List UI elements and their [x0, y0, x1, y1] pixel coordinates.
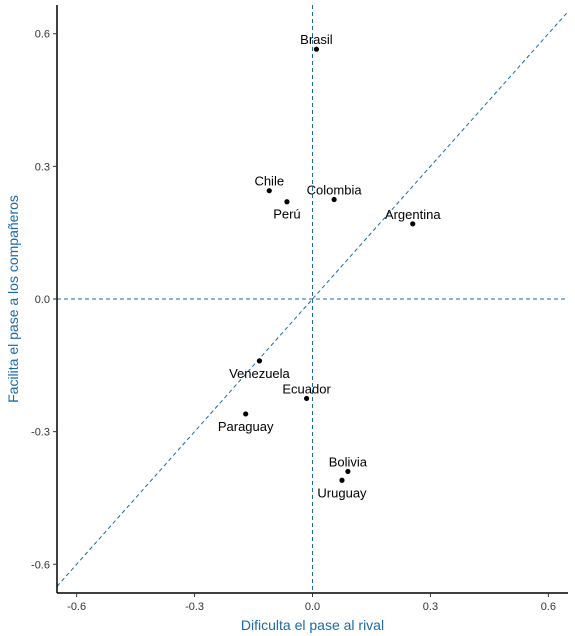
point-label-ecuador: Ecuador: [282, 381, 331, 396]
x-tick-label: 0.0: [305, 601, 320, 613]
point-label-uruguay: Uruguay: [317, 485, 367, 500]
point-label-colombia: Colombia: [307, 183, 363, 198]
y-tick-label: 0.0: [35, 294, 50, 306]
diagonal-reference-line: [56, 11, 569, 587]
data-points: [243, 46, 416, 483]
point-label-bolivia: Bolivia: [329, 454, 368, 469]
point-colombia: [331, 196, 337, 203]
y-tick-label: 0.3: [35, 161, 50, 173]
point-label-paraguay: Paraguay: [218, 419, 274, 434]
point-uruguay: [339, 477, 345, 483]
x-tick-label: 0.6: [541, 601, 556, 613]
point-bolivia: [345, 468, 351, 475]
point-venezuela: [256, 358, 263, 364]
x-tick-label: -0.3: [185, 601, 204, 613]
point-argentina: [410, 221, 416, 227]
y-tick-label: -0.6: [31, 559, 50, 571]
point-ecuador: [304, 395, 310, 402]
x-tick-label: -0.6: [67, 601, 86, 613]
point-label-venezuela: Venezuela: [229, 366, 290, 381]
x-tick-label: 0.3: [423, 601, 438, 613]
point-label-peru: Perú: [273, 207, 300, 222]
reference-lines: [56, 5, 569, 593]
x-axis-title: Dificulta el pase al rival: [241, 617, 384, 633]
y-tick-label: -0.3: [31, 427, 50, 439]
point-label-argentina: Argentina: [385, 207, 441, 222]
point-chile: [266, 188, 272, 194]
point-brasil: [313, 46, 320, 52]
y-tick-label: 0.6: [35, 29, 50, 41]
x-ticks: -0.6 -0.3 0.0 0.3 0.6: [67, 593, 556, 613]
point-label-brasil: Brasil: [300, 32, 333, 47]
point-peru: [284, 199, 290, 205]
point-label-chile: Chile: [254, 174, 284, 189]
point-paraguay: [243, 411, 249, 417]
y-ticks: -0.6 -0.3 0.0 0.3 0.6: [31, 29, 57, 571]
y-axis-title: Facilita el pase a los compañeros: [5, 195, 21, 403]
point-labels: Brasil Chile Colombia Perú Argentina Venezuel…: [218, 32, 441, 500]
